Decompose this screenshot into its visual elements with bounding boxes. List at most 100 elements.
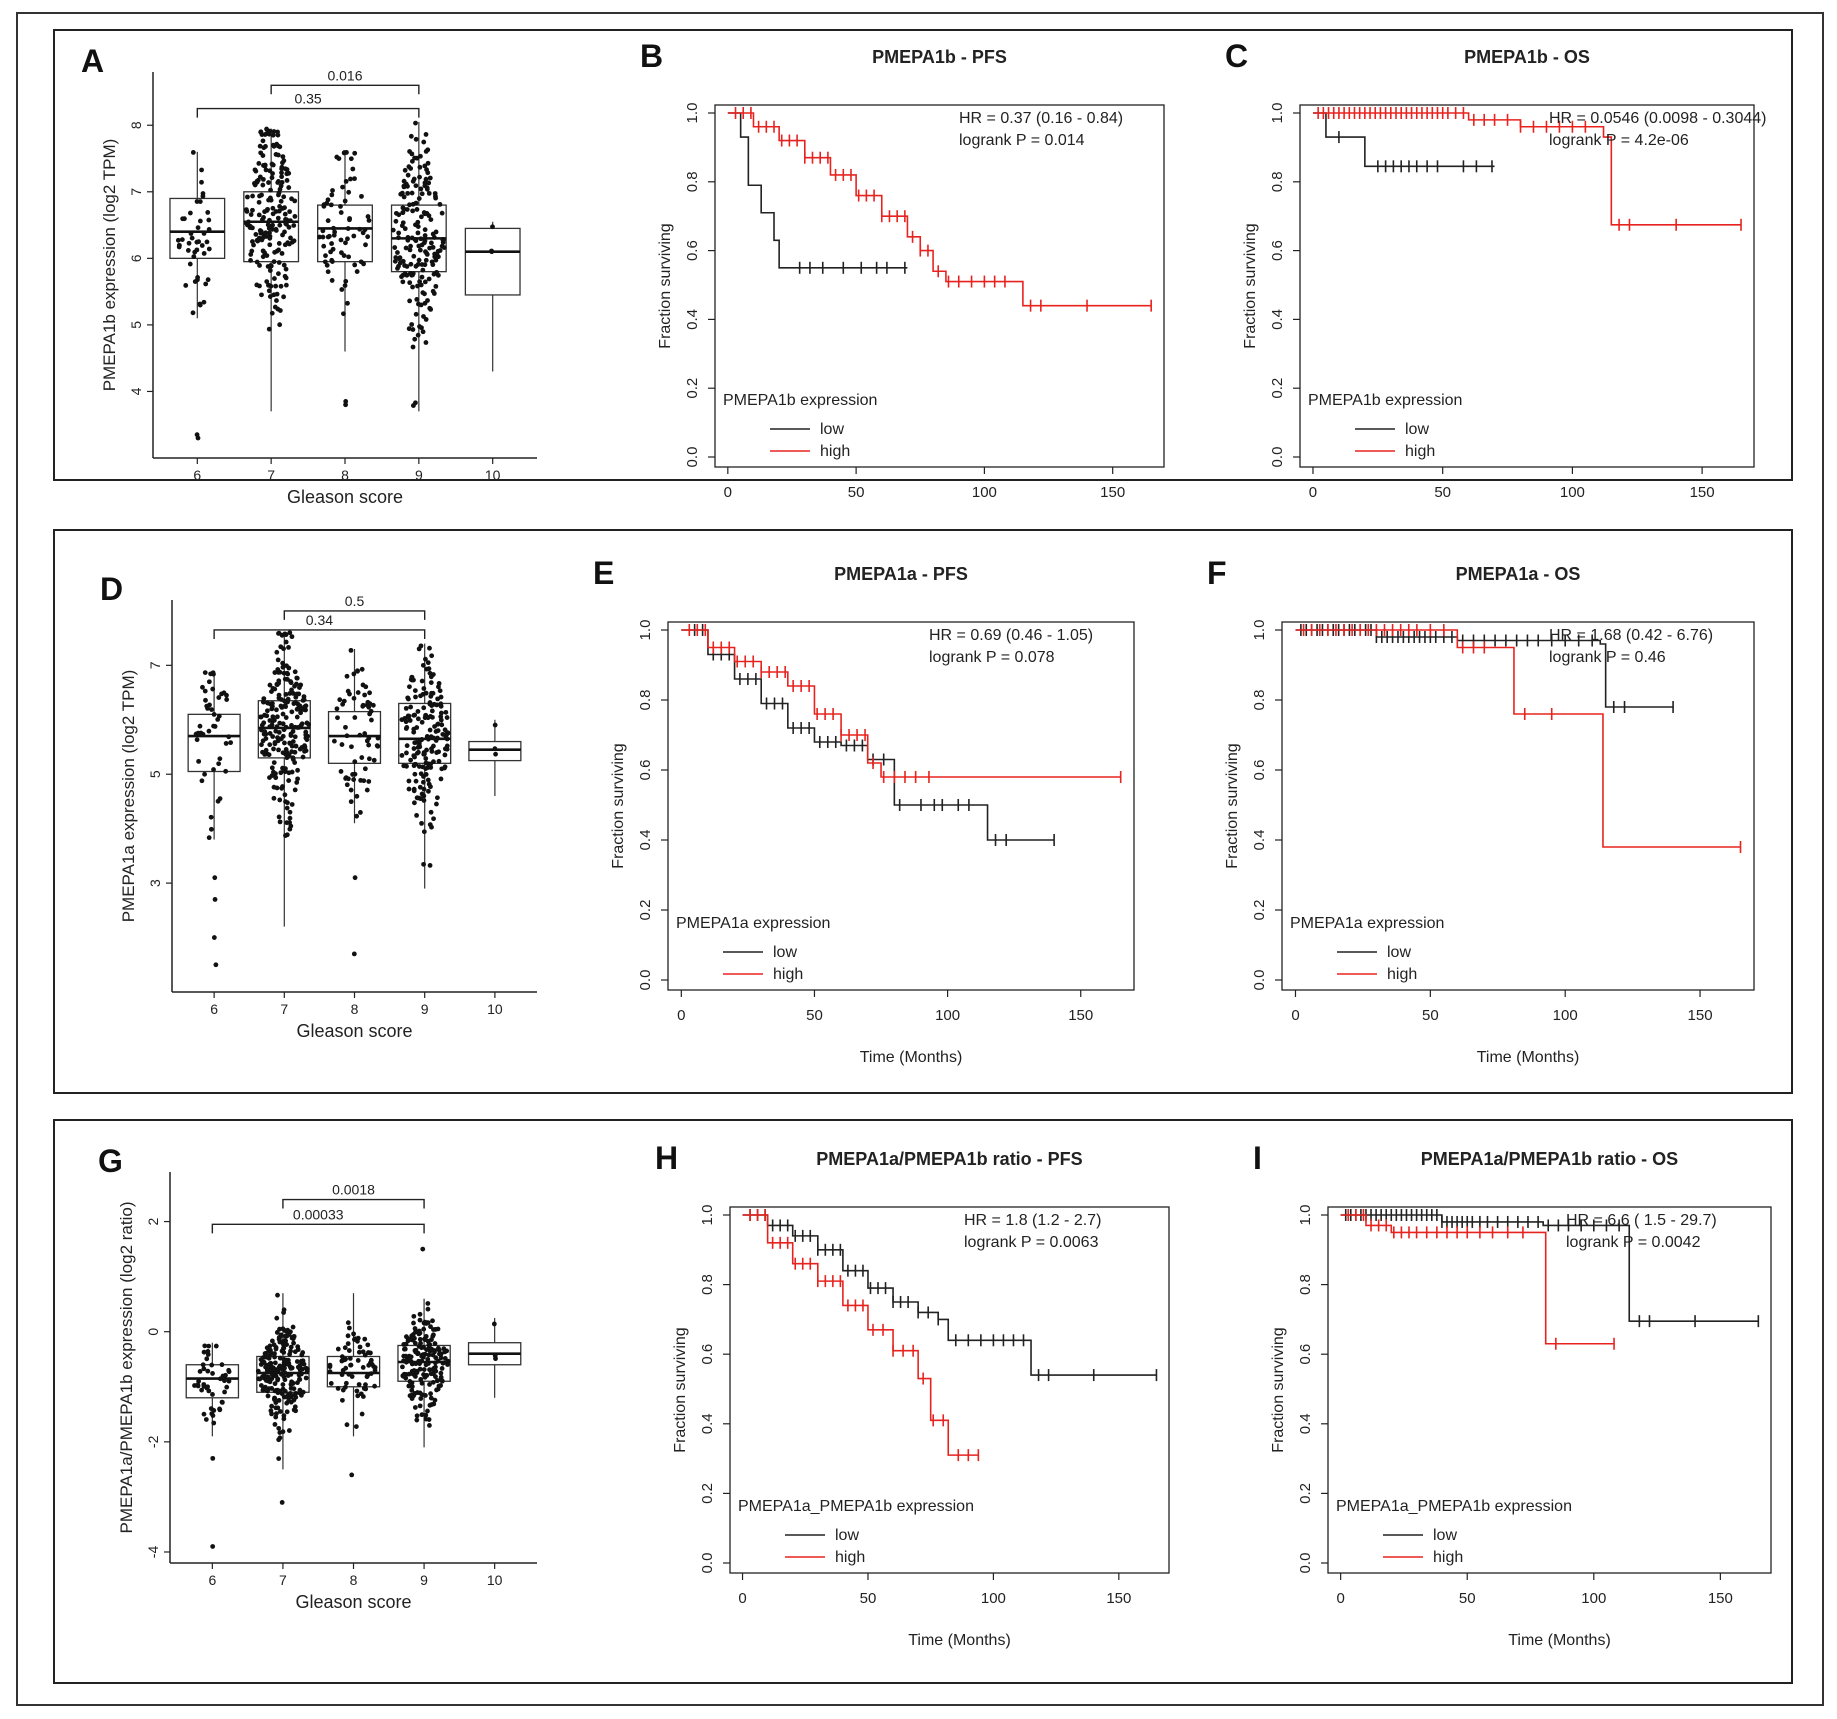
data-point bbox=[340, 701, 346, 707]
km-panel-H: H PMEPA1a/PMEPA1b ratio - PFS 0.0 0.2 0.4 0.6… bbox=[655, 1140, 1170, 1649]
data-point bbox=[274, 1330, 280, 1335]
hazard-ratio: HR = 1.8 (1.2 - 2.7) bbox=[964, 1212, 1101, 1229]
data-point bbox=[492, 1353, 498, 1359]
data-point bbox=[265, 708, 270, 714]
data-point bbox=[343, 1365, 349, 1371]
data-point bbox=[335, 1386, 341, 1391]
data-point bbox=[363, 242, 368, 248]
data-point bbox=[416, 196, 422, 201]
data-point bbox=[413, 778, 419, 784]
data-point bbox=[281, 1310, 286, 1315]
data-point bbox=[271, 746, 276, 752]
y-tick-label: 0.8 bbox=[699, 1274, 716, 1295]
data-point bbox=[344, 673, 350, 679]
data-point bbox=[406, 786, 412, 792]
data-point bbox=[329, 241, 334, 246]
data-point bbox=[362, 731, 368, 736]
data-point bbox=[419, 678, 425, 684]
data-point bbox=[248, 258, 253, 263]
data-point bbox=[292, 669, 298, 675]
data-point bbox=[345, 300, 350, 306]
x-tick-label: 50 bbox=[1459, 1590, 1476, 1607]
data-point bbox=[201, 1383, 207, 1389]
data-point bbox=[260, 254, 266, 260]
data-point bbox=[205, 277, 211, 283]
bracket-line bbox=[196, 107, 420, 118]
data-point bbox=[276, 1437, 282, 1443]
data-point bbox=[198, 730, 204, 736]
km-curve bbox=[1312, 112, 1742, 226]
y-tick-label: 0.6 bbox=[699, 1344, 716, 1365]
data-point bbox=[427, 1382, 432, 1387]
data-point bbox=[419, 1345, 424, 1351]
data-point bbox=[404, 1356, 410, 1362]
data-point bbox=[438, 710, 444, 716]
data-point bbox=[275, 152, 281, 158]
data-point bbox=[359, 1411, 365, 1417]
box-group-8: 8 bbox=[317, 150, 373, 483]
data-point bbox=[423, 712, 429, 718]
data-point bbox=[352, 715, 358, 720]
data-point bbox=[327, 1362, 333, 1368]
data-point bbox=[426, 276, 432, 282]
box-group-6: 6 bbox=[169, 150, 226, 483]
data-point bbox=[406, 778, 412, 784]
data-point bbox=[435, 795, 440, 801]
data-point bbox=[290, 755, 296, 761]
data-point bbox=[199, 243, 205, 248]
data-point bbox=[420, 267, 426, 273]
x-tick-label: 150 bbox=[1106, 1590, 1131, 1607]
data-point bbox=[434, 251, 440, 257]
data-point bbox=[413, 1361, 419, 1367]
x-tick-label: 100 bbox=[972, 484, 997, 501]
data-point bbox=[281, 646, 286, 652]
box-group-10: 10 bbox=[468, 719, 522, 1017]
data-point bbox=[279, 179, 285, 185]
data-point bbox=[280, 1382, 286, 1387]
y-tick-label: 0.4 bbox=[1297, 1413, 1314, 1434]
data-point bbox=[417, 1403, 423, 1409]
outlier-point bbox=[352, 875, 358, 881]
data-point bbox=[245, 194, 250, 200]
legend: PMEPA1a_PMEPA1b expression low high bbox=[1336, 1498, 1572, 1566]
data-point bbox=[431, 1327, 436, 1332]
data-point bbox=[255, 238, 261, 244]
data-point bbox=[421, 705, 427, 711]
data-point bbox=[392, 258, 398, 264]
data-point bbox=[430, 1333, 436, 1339]
data-point bbox=[419, 191, 425, 197]
outlier-point bbox=[343, 399, 349, 404]
y-tick-label: 0.4 bbox=[1251, 830, 1268, 851]
data-point bbox=[415, 1390, 420, 1395]
data-point bbox=[281, 294, 287, 300]
data-point bbox=[420, 764, 426, 770]
legend-label-low: low bbox=[773, 944, 797, 961]
x-axis-title: Time (Months) bbox=[908, 1632, 1011, 1649]
data-point bbox=[289, 687, 294, 693]
data-point bbox=[422, 238, 428, 244]
data-point bbox=[224, 697, 230, 702]
data-point bbox=[411, 253, 417, 259]
x-tick-label: 100 bbox=[1581, 1590, 1606, 1607]
data-point bbox=[272, 1354, 277, 1360]
data-point bbox=[206, 1388, 212, 1394]
km-curve bbox=[1340, 1214, 1615, 1345]
panel-letter: F bbox=[1207, 555, 1227, 591]
data-point bbox=[395, 250, 400, 255]
data-point bbox=[423, 176, 429, 182]
data-point bbox=[432, 191, 438, 196]
data-point bbox=[276, 678, 282, 684]
data-point bbox=[347, 1356, 353, 1361]
significance-bracket: 0.016 bbox=[270, 67, 420, 95]
data-point bbox=[201, 1349, 207, 1355]
data-point bbox=[277, 1355, 283, 1361]
data-point bbox=[400, 279, 406, 285]
bracket-p-value: 0.00033 bbox=[293, 1206, 344, 1222]
data-point bbox=[360, 1394, 366, 1399]
data-point bbox=[419, 325, 424, 331]
data-point bbox=[280, 1429, 286, 1435]
data-point bbox=[267, 196, 273, 201]
data-point bbox=[434, 801, 439, 807]
data-point bbox=[343, 240, 348, 246]
data-point bbox=[285, 1392, 291, 1398]
